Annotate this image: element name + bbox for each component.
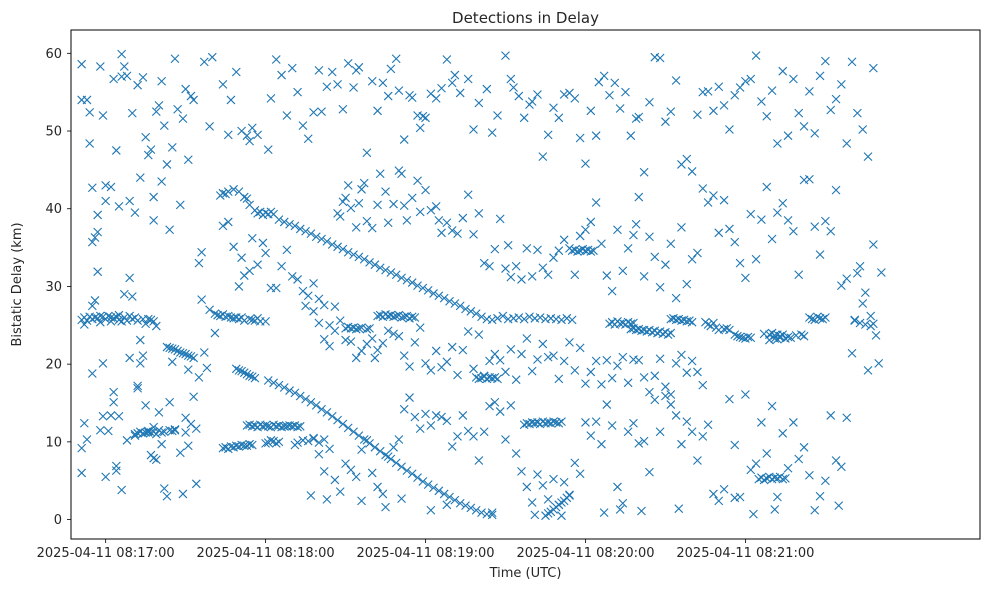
plot-area — [71, 30, 980, 539]
y-tick-label: 60 — [45, 47, 62, 62]
x-tick-label: 2025-04-11 08:17:00 — [37, 546, 175, 561]
x-axis-ticks: 2025-04-11 08:17:00 2025-04-11 08:18:00 20… — [37, 539, 815, 561]
y-tick-label: 40 — [45, 202, 62, 217]
y-tick-label: 0 — [54, 513, 62, 528]
y-tick-label: 50 — [45, 125, 62, 140]
y-tick-label: 30 — [45, 280, 62, 295]
y-axis-ticks: 0 10 20 30 40 50 60 — [45, 47, 71, 528]
x-tick-label: 2025-04-11 08:21:00 — [676, 546, 814, 561]
x-tick-label: 2025-04-11 08:20:00 — [516, 546, 654, 561]
y-tick-label: 10 — [45, 435, 62, 450]
y-axis-label: Bistatic Delay (km) — [10, 222, 25, 346]
y-tick-label: 20 — [45, 358, 62, 373]
x-tick-label: 2025-04-11 08:18:00 — [197, 546, 335, 561]
x-tick-label: 2025-04-11 08:19:00 — [356, 546, 494, 561]
x-axis-label: Time (UTC) — [489, 566, 562, 581]
chart: 2025-04-11 08:17:00 2025-04-11 08:18:00 20… — [0, 0, 989, 590]
chart-title: Detections in Delay — [452, 9, 599, 27]
